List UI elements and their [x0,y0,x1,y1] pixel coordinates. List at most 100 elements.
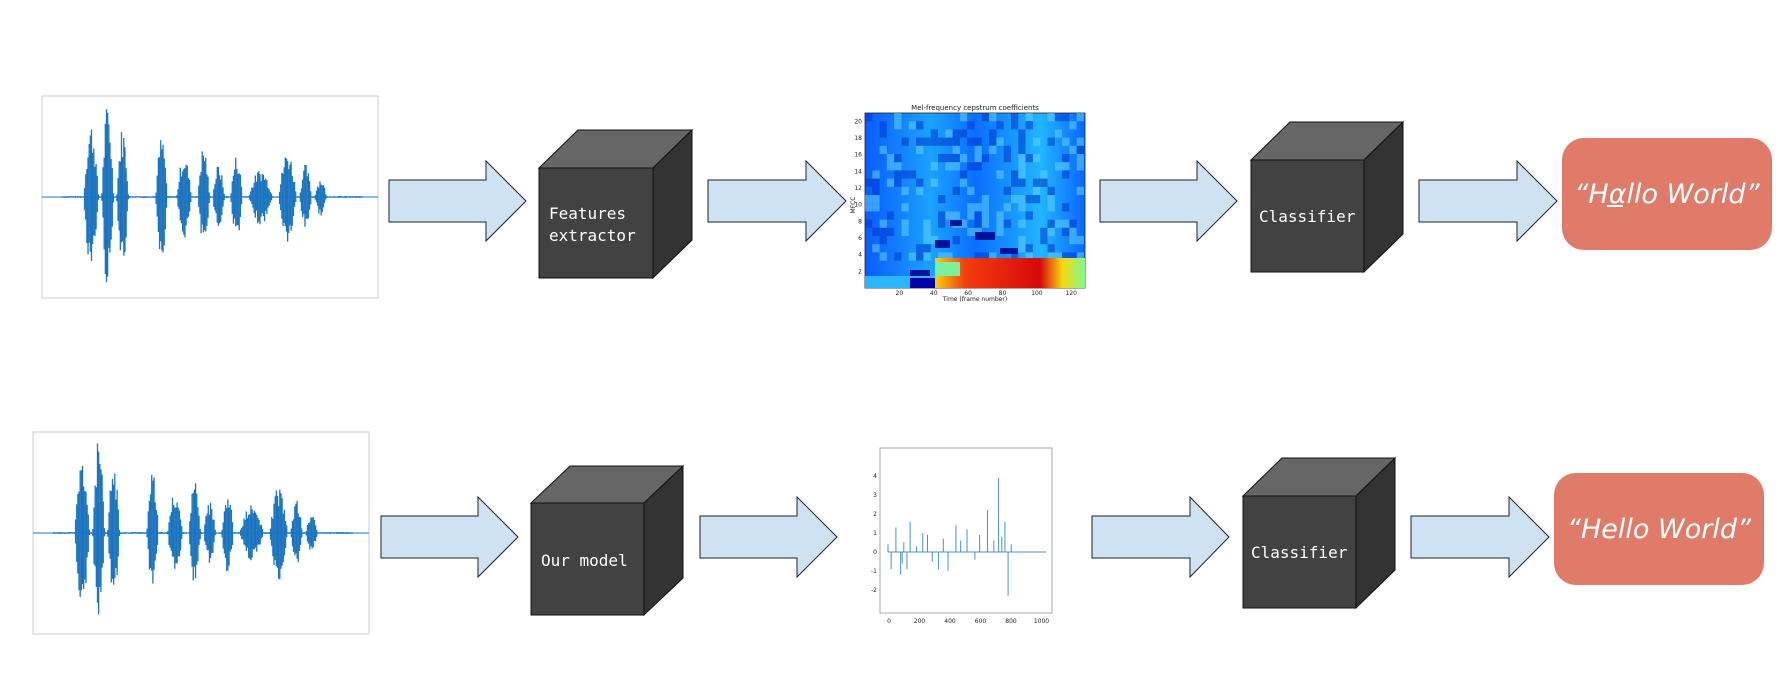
waveform-sample [111,168,113,227]
waveform-sample [162,144,164,253]
mfcc-ytick: 4 [858,252,862,259]
waveform-sample [204,524,206,542]
waveform-sample [290,161,292,231]
spectrogram-cell [916,137,924,146]
spectrogram-cell [1047,219,1055,228]
spectrogram-cell [938,211,946,220]
mfcc-xtick: 60 [964,290,972,297]
waveform-sample [295,503,297,554]
spectrogram-cell [1062,113,1070,122]
waveform-sample [227,196,229,198]
waveform-sample [263,180,266,222]
waveform-sample [169,196,171,198]
waveform-sample [116,194,118,202]
waveform-sample [224,196,226,198]
mfcc-xtick: 120 [1066,290,1078,297]
waveform-sample [283,509,286,556]
waveform-sample [162,532,164,534]
spectrogram-cell [1062,227,1070,236]
waveform-sample [215,178,217,214]
waveform-sample [221,529,223,538]
waveform-sample [252,187,254,208]
spectrogram-cell [894,178,902,187]
spectrogram-cell [1032,178,1041,187]
spectrogram-cell [945,252,953,261]
waveform-sample [342,532,344,534]
waveform-sample [155,192,157,205]
spectrogram-cell [1011,252,1019,261]
waveform-sample [328,196,330,198]
waveform-sample [358,196,360,198]
waveform-sample [201,532,204,534]
mfcc-xtick: 40 [930,290,938,297]
waveform-sample [213,519,215,543]
waveform-sample [346,532,348,534]
waveform-sample [241,527,243,540]
waveform-sample [65,196,67,198]
spectrogram-cell [1062,162,1070,171]
waveform-sample [341,196,343,198]
waveform-sample [230,509,232,550]
cube-label-line1: Features [549,204,626,223]
waveform-sample [334,532,336,534]
waveform-sample [184,532,186,534]
waveform-sample [139,532,141,534]
spectrogram-cell [916,178,924,187]
waveform-sample [178,510,181,557]
spectrogram-cell [901,170,909,179]
waveform-sample [99,463,101,587]
waveform-sample [174,507,176,569]
spectrogram-cell [959,129,968,138]
waveform-sample [154,196,156,198]
waveform-sample [344,532,347,534]
waveform-sample [142,196,145,198]
waveform-sample [240,186,243,205]
spectrogram-cell [1003,219,1011,228]
spectrogram-cell [952,162,960,171]
waveform-sample [323,187,326,203]
waveform-sample [229,196,231,198]
output-text: “Hello World” [1567,514,1752,545]
waveform-sample [343,532,346,534]
waveform-sample [218,175,221,224]
waveform-sample [248,195,251,200]
spectrogram-cell [1003,154,1011,163]
waveform-sample [74,196,76,198]
mfcc-ytick: 2 [858,268,862,275]
waveform-sample [128,196,131,198]
waveform-sample [170,512,172,551]
waveform-sample [307,173,310,219]
waveform-sample [194,483,197,579]
waveform-sample [158,157,161,250]
waveform-sample [347,532,349,534]
waveform-sample [113,484,115,585]
waveform-sample [171,196,173,198]
waveform-sample [173,196,176,198]
waveform-sample [172,196,175,198]
waveform-sample [287,532,289,534]
waveform-sample [139,196,141,198]
waveform-sample [280,493,282,569]
waveform-sample [165,183,168,208]
waveform-sample [160,532,162,534]
spectrogram-cell [879,219,887,228]
spectrogram-cell [930,162,938,171]
waveform-sample [93,507,95,565]
waveform-sample [117,177,119,221]
waveform-sample [259,524,261,545]
waveform-sample [244,196,246,198]
stem-xtick: 200 [914,618,926,625]
spectrogram-cell [974,219,982,228]
spectrogram-cell [908,252,917,261]
waveform-sample [276,495,279,568]
spectrogram-cell [1003,203,1011,212]
waveform-sample [183,532,185,534]
top-output-box: “Hαllo World” [1562,138,1772,250]
spectrogram-cell [1018,170,1026,179]
waveform-sample [243,518,245,545]
mfcc-ytick: 8 [858,218,862,225]
waveform-sample [260,524,262,539]
waveform-sample [108,512,110,554]
waveform-sample [181,526,183,539]
waveform-sample [146,528,148,538]
